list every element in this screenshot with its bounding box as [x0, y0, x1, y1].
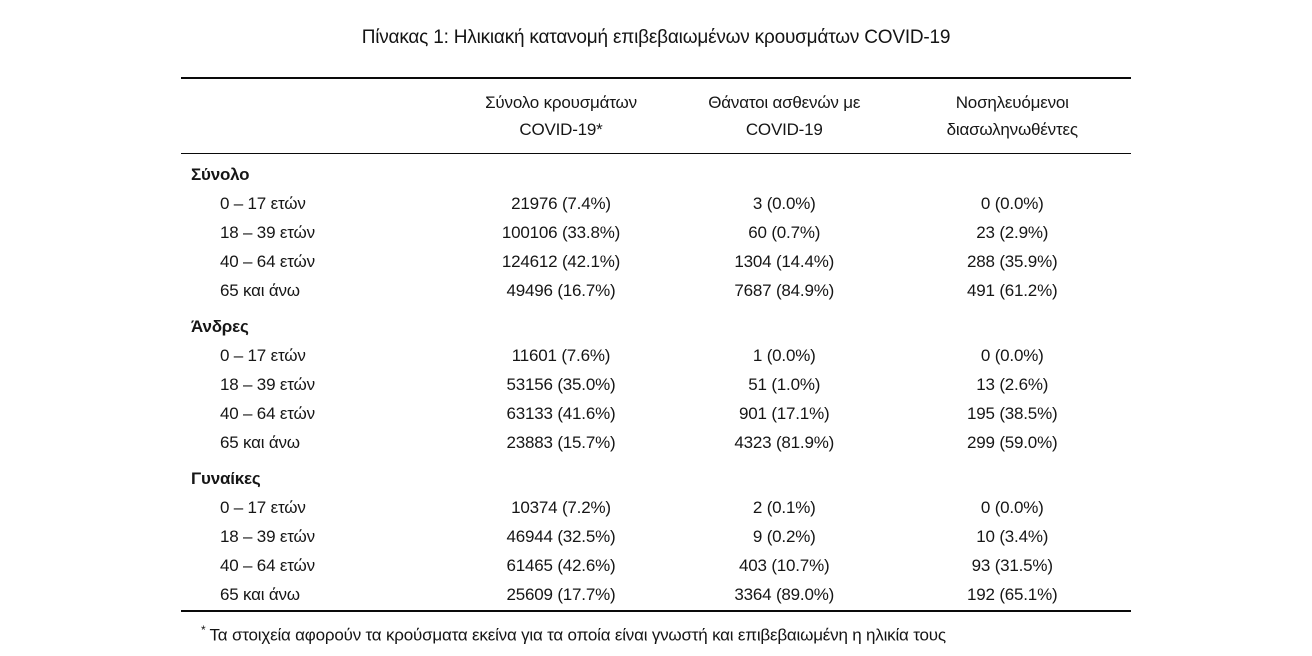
age-group-label: 65 και άνω [220, 281, 300, 300]
cases-value: 11601 (7.6%) [511, 346, 611, 365]
column-header-line: Σύνολο κρουσμάτων [485, 93, 637, 112]
age-group-label: 0 – 17 ετών [220, 346, 306, 365]
intubated-value: 195 (38.5%) [967, 404, 1058, 423]
intubated-value: 299 (59.0%) [967, 433, 1058, 452]
section-header-row: Άνδρες [181, 306, 1131, 342]
cases-value: 23883 (15.7%) [506, 433, 616, 452]
table-row: 40 – 64 ετών 124612 (42.1%) 1304 (14.4%)… [181, 248, 1131, 277]
age-group-label: 40 – 64 ετών [220, 404, 315, 423]
age-group-label: 65 και άνω [220, 433, 300, 452]
table-row: 18 – 39 ετών 53156 (35.0%) 51 (1.0%) 13 … [181, 371, 1131, 400]
age-group-label: 18 – 39 ετών [220, 223, 315, 242]
footnote-marker: * [201, 623, 206, 637]
deaths-value: 403 (10.7%) [739, 556, 830, 575]
table-header: Σύνολο κρουσμάτων COVID-19* Θάνατοι ασθε… [181, 78, 1131, 154]
column-header-line: Νοσηλευόμενοι [955, 93, 1069, 112]
section-header-row: Σύνολο [181, 154, 1131, 191]
age-group-label: 0 – 17 ετών [220, 194, 306, 213]
table-row: 18 – 39 ετών 100106 (33.8%) 60 (0.7%) 23… [181, 219, 1131, 248]
column-header-deaths: Θάνατοι ασθενών με COVID-19 [675, 78, 894, 154]
table-row: 0 – 17 ετών 11601 (7.6%) 1 (0.0%) 0 (0.0… [181, 342, 1131, 371]
cases-value: 124612 (42.1%) [501, 252, 621, 271]
intubated-value: 192 (65.1%) [893, 581, 1131, 612]
header-row: Σύνολο κρουσμάτων COVID-19* Θάνατοι ασθε… [181, 78, 1131, 154]
column-header-line: COVID-19 [745, 120, 823, 139]
intubated-value: 0 (0.0%) [980, 194, 1044, 213]
table-title: Πίνακας 1: Ηλικιακή κατανομή επιβεβαιωμέ… [361, 27, 951, 48]
age-group-label: 40 – 64 ετών [220, 556, 315, 575]
deaths-value: 1 (0.0%) [752, 346, 816, 365]
table-row: 65 και άνω 25609 (17.7%) 3364 (89.0%) 19… [181, 581, 1131, 612]
table-row: 0 – 17 ετών 10374 (7.2%) 2 (0.1%) 0 (0.0… [181, 494, 1131, 523]
age-group-label: 0 – 17 ετών [220, 498, 306, 517]
deaths-value: 9 (0.2%) [752, 527, 816, 546]
deaths-value: 3364 (89.0%) [675, 581, 894, 612]
cases-value: 21976 (7.4%) [511, 194, 611, 213]
intubated-value: 23 (2.9%) [976, 223, 1049, 242]
deaths-value: 4323 (81.9%) [734, 433, 835, 452]
deaths-value: 51 (1.0%) [748, 375, 821, 394]
column-header-intubated: Νοσηλευόμενοι διασωληνωθέντες [893, 78, 1131, 154]
intubated-value: 13 (2.6%) [976, 375, 1049, 394]
cases-value: 61465 (42.6%) [506, 556, 616, 575]
deaths-value: 1304 (14.4%) [734, 252, 835, 271]
intubated-value: 0 (0.0%) [980, 346, 1044, 365]
table-container: Σύνολο κρουσμάτων COVID-19* Θάνατοι ασθε… [181, 77, 1131, 647]
table-row: 65 και άνω 23883 (15.7%) 4323 (81.9%) 29… [181, 429, 1131, 458]
footnote: * Τα στοιχεία αφορούν τα κρούσματα εκείνα… [181, 619, 1131, 647]
deaths-value: 3 (0.0%) [752, 194, 816, 213]
age-group-label: 40 – 64 ετών [220, 252, 315, 271]
covid-age-distribution-table: Σύνολο κρουσμάτων COVID-19* Θάνατοι ασθε… [181, 77, 1131, 612]
table-body: Σύνολο 0 – 17 ετών 21976 (7.4%) 3 (0.0%)… [181, 154, 1131, 612]
deaths-value: 7687 (84.9%) [734, 281, 835, 300]
cases-value: 25609 (17.7%) [447, 581, 675, 612]
age-group-label: 18 – 39 ετών [220, 375, 315, 394]
cases-value: 49496 (16.7%) [506, 281, 616, 300]
column-header-line: διασωληνωθέντες [946, 120, 1078, 139]
cases-value: 100106 (33.8%) [501, 223, 621, 242]
footnote-text: Τα στοιχεία αφορούν τα κρούσματα εκείνα … [209, 625, 946, 645]
column-header-total-cases: Σύνολο κρουσμάτων COVID-19* [447, 78, 675, 154]
table-row: 18 – 39 ετών 46944 (32.5%) 9 (0.2%) 10 (… [181, 523, 1131, 552]
deaths-value: 60 (0.7%) [748, 223, 821, 242]
intubated-value: 0 (0.0%) [980, 498, 1044, 517]
section-label: Άνδρες [191, 317, 249, 336]
section-label: Σύνολο [191, 165, 250, 184]
cases-value: 10374 (7.2%) [511, 498, 611, 517]
section-header-row: Γυναίκες [181, 458, 1131, 494]
age-group-label: 18 – 39 ετών [220, 527, 315, 546]
deaths-value: 901 (17.1%) [739, 404, 830, 423]
intubated-value: 288 (35.9%) [967, 252, 1058, 271]
column-header-line: COVID-19* [519, 120, 603, 139]
intubated-value: 491 (61.2%) [967, 281, 1058, 300]
column-header-line: Θάνατοι ασθενών με [708, 93, 861, 112]
table-row: 0 – 17 ετών 21976 (7.4%) 3 (0.0%) 0 (0.0… [181, 190, 1131, 219]
intubated-value: 93 (31.5%) [971, 556, 1053, 575]
cases-value: 63133 (41.6%) [506, 404, 616, 423]
intubated-value: 10 (3.4%) [976, 527, 1049, 546]
deaths-value: 2 (0.1%) [752, 498, 816, 517]
cases-value: 53156 (35.0%) [506, 375, 616, 394]
table-row: 40 – 64 ετών 63133 (41.6%) 901 (17.1%) 1… [181, 400, 1131, 429]
cases-value: 46944 (32.5%) [506, 527, 616, 546]
section-label: Γυναίκες [191, 469, 261, 488]
age-group-label: 65 και άνω [181, 581, 447, 612]
table-row: 40 – 64 ετών 61465 (42.6%) 403 (10.7%) 9… [181, 552, 1131, 581]
table-row: 65 και άνω 49496 (16.7%) 7687 (84.9%) 49… [181, 277, 1131, 306]
stub-header-cell [181, 78, 447, 154]
